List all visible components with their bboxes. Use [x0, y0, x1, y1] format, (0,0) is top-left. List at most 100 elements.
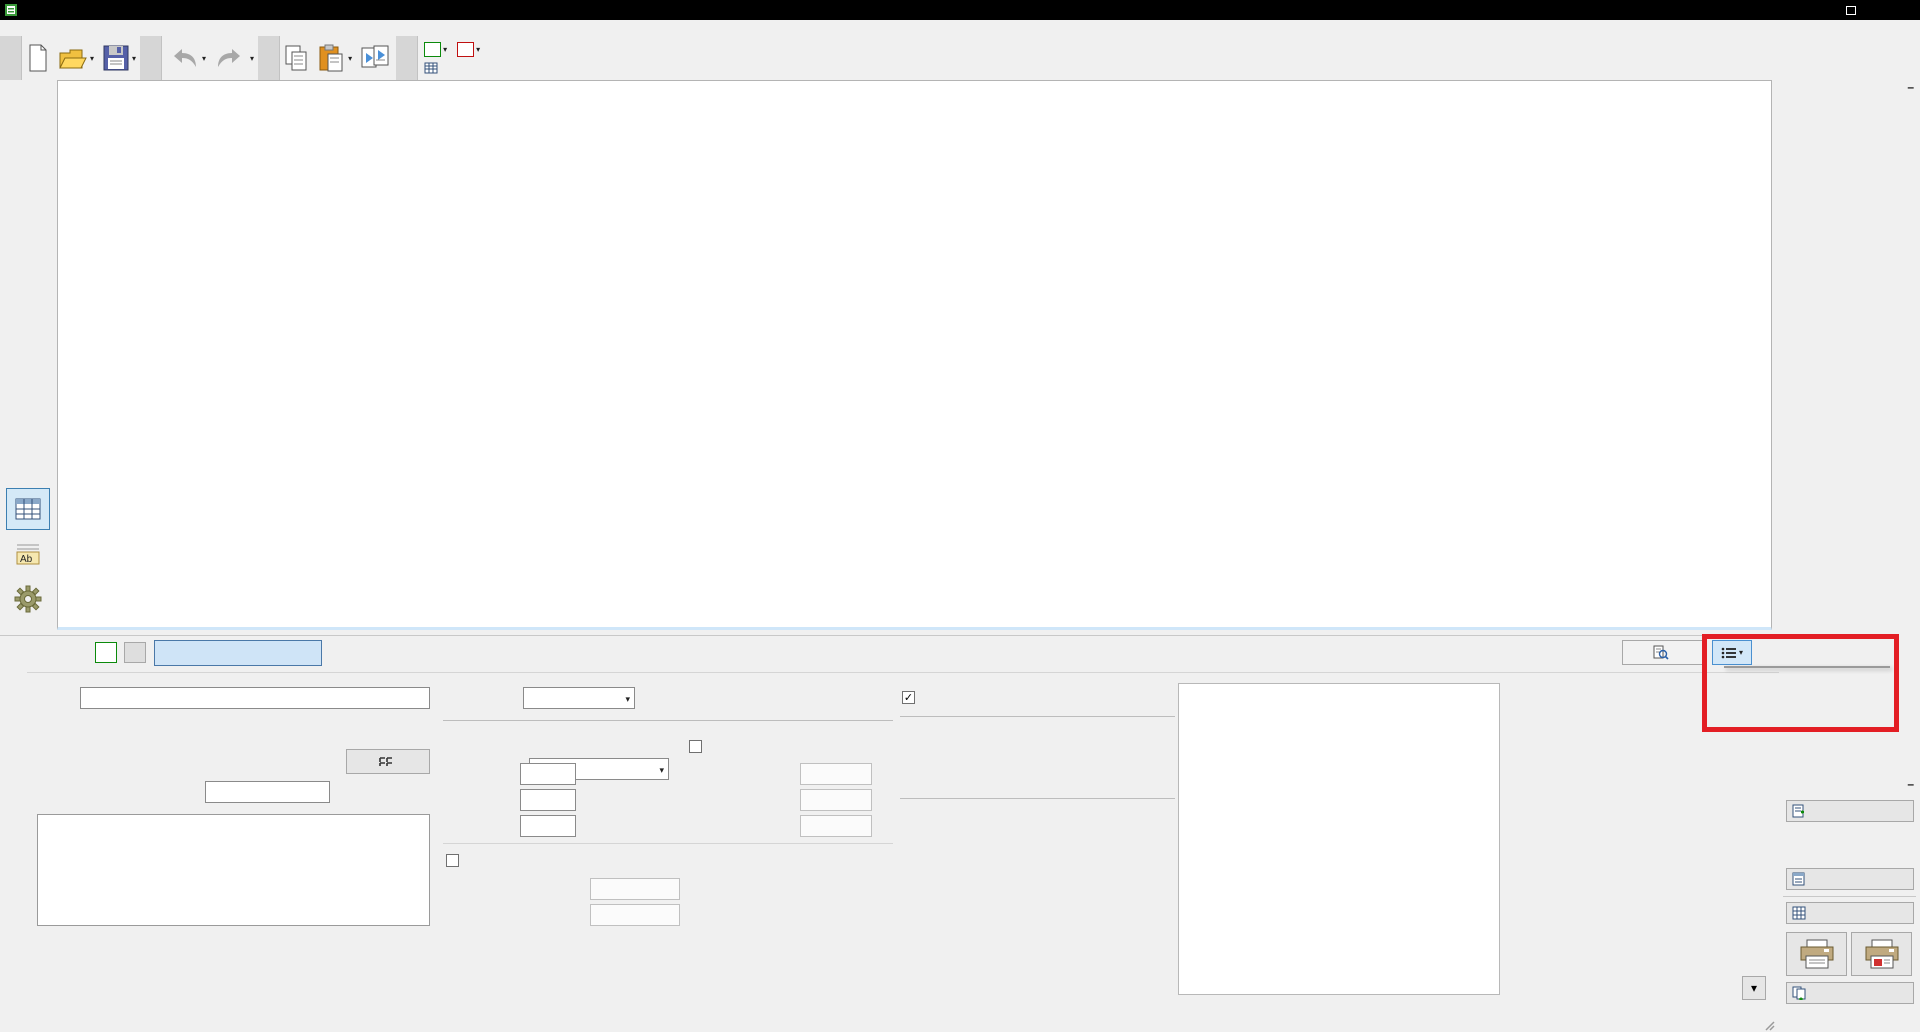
toolbar-strip-stage	[396, 36, 419, 80]
add-picture-button[interactable]	[1786, 800, 1914, 822]
partial-factor-input[interactable]	[205, 781, 330, 803]
remove-stage-caret[interactable]: ▾	[476, 44, 481, 54]
outputs-panel-header: –	[1779, 777, 1920, 797]
copy-view-button[interactable]	[1786, 982, 1914, 1004]
undo-button[interactable]: ▾	[162, 38, 210, 78]
add-stage-button[interactable]	[424, 41, 442, 57]
max-values-box	[37, 814, 430, 926]
redo-dropdown-caret[interactable]: ▾	[250, 53, 255, 63]
gear-icon	[14, 585, 42, 613]
check-crack-box[interactable]	[446, 854, 459, 867]
bottom-panel: ▾ ▾ ▾ ✓	[0, 635, 1779, 1032]
required-area-row	[900, 814, 914, 828]
frames-collapse-button[interactable]: –	[1907, 80, 1914, 94]
redo-icon	[218, 49, 241, 67]
sr-spacing-input	[800, 815, 872, 837]
check-cross-section-checkbox[interactable]: ✓	[902, 688, 921, 704]
in-detail-button[interactable]	[1622, 640, 1704, 665]
sr-bars-input	[800, 789, 872, 811]
menu-bar	[0, 20, 1920, 36]
printer-report-icon	[1865, 939, 1898, 969]
reinforcement-caret: ▾	[659, 765, 664, 775]
in-detail-icon	[1653, 645, 1669, 660]
right-panel: – –	[1779, 80, 1920, 1032]
toolbar-strip-data	[140, 36, 163, 80]
verification-select[interactable]: ▾	[523, 687, 635, 709]
toolbar-strip-clipboard	[258, 36, 281, 80]
settings-button[interactable]	[6, 578, 50, 620]
list-of-pictures-button[interactable]	[1786, 868, 1914, 890]
chart-canvas	[57, 80, 1772, 630]
paste-button[interactable]: ▾	[314, 38, 356, 78]
analysis-tab[interactable]	[154, 640, 322, 666]
svg-text:Ab: Ab	[20, 554, 33, 565]
undo-dropdown-caret[interactable]: ▾	[202, 53, 207, 63]
reinforcement-area-group	[900, 798, 1175, 799]
export-list-button[interactable]: ▾	[1712, 640, 1752, 665]
list-menu-icon	[1721, 647, 1736, 658]
frames-panel-header: –	[1779, 80, 1920, 100]
resize-grip[interactable]	[1762, 1018, 1776, 1032]
crack-pf-input	[590, 904, 680, 926]
export-list-caret: ▾	[1738, 648, 1743, 657]
verification-caret: ▾	[625, 694, 630, 704]
cover-input[interactable]	[520, 789, 576, 811]
redo-button[interactable]: ▾	[210, 38, 258, 78]
crack-width-input	[590, 878, 680, 900]
add-analysis-button[interactable]	[95, 642, 117, 663]
add-stage-caret[interactable]: ▾	[443, 44, 448, 54]
undo-icon	[174, 49, 197, 67]
shear-reinforcement-checkbox[interactable]	[689, 740, 708, 754]
outputs-collapse-button[interactable]: –	[1907, 777, 1914, 791]
annotation-button[interactable]: Ab	[6, 532, 50, 574]
ab-text-icon: Ab	[16, 544, 40, 565]
add-picture-icon	[1792, 804, 1804, 818]
cross-section-preview	[1178, 683, 1500, 995]
remove-stage-button[interactable]	[457, 41, 475, 57]
results-group	[900, 716, 1175, 717]
remove-analysis-button[interactable]	[124, 642, 146, 663]
open-dropdown-caret[interactable]: ▾	[90, 53, 95, 63]
save-button[interactable]: ▾	[98, 38, 140, 78]
paste-icon	[319, 44, 343, 72]
print-report-button[interactable]	[1851, 932, 1912, 976]
maximize-button[interactable]	[1828, 0, 1874, 20]
new-file-button[interactable]	[22, 38, 54, 78]
check-cross-section-box[interactable]: ✓	[902, 691, 915, 704]
modify-icon	[379, 756, 392, 766]
stage-controls: ▾ ▾	[424, 39, 480, 77]
compare-documents-icon	[361, 45, 389, 68]
left-rail: Ab	[0, 80, 57, 633]
paste-dropdown-caret[interactable]: ▾	[348, 53, 353, 63]
print-button[interactable]	[1786, 932, 1847, 976]
minimize-button[interactable]	[1782, 0, 1828, 20]
table-icon	[15, 498, 41, 520]
check-crack-checkbox[interactable]	[446, 854, 465, 868]
open-file-button[interactable]: ▾	[54, 38, 98, 78]
close-button[interactable]	[1874, 0, 1920, 20]
copy-view-icon	[1792, 986, 1806, 1000]
stage-names-button[interactable]	[424, 59, 480, 77]
table-view-button[interactable]	[6, 488, 50, 530]
list-of-annexes-button[interactable]	[1786, 902, 1914, 924]
toolbar: ▾ ▾ ▾ ▾ ▾ ▾ ▾	[0, 36, 1920, 80]
sr-profile-input	[800, 763, 872, 785]
copy-icon	[285, 45, 307, 71]
new-document-icon	[29, 44, 47, 72]
title-bar	[0, 0, 1920, 20]
reinforcement-group	[443, 720, 893, 721]
printer-icon	[1800, 939, 1833, 969]
name-input[interactable]	[80, 687, 430, 709]
inputted-area-row	[900, 836, 914, 850]
save-dropdown-caret[interactable]: ▾	[132, 53, 137, 63]
bars-input[interactable]	[520, 763, 576, 785]
modify-button[interactable]	[346, 749, 430, 774]
scroll-down-button[interactable]: ▾	[1742, 976, 1766, 1000]
save-icon	[103, 45, 129, 71]
compare-button[interactable]	[356, 38, 396, 78]
list-of-pictures-icon	[1792, 872, 1805, 886]
copy-button[interactable]	[280, 38, 314, 78]
app-icon	[5, 4, 17, 16]
profile-input[interactable]	[520, 815, 576, 837]
shear-reinforcement-box[interactable]	[689, 740, 702, 753]
